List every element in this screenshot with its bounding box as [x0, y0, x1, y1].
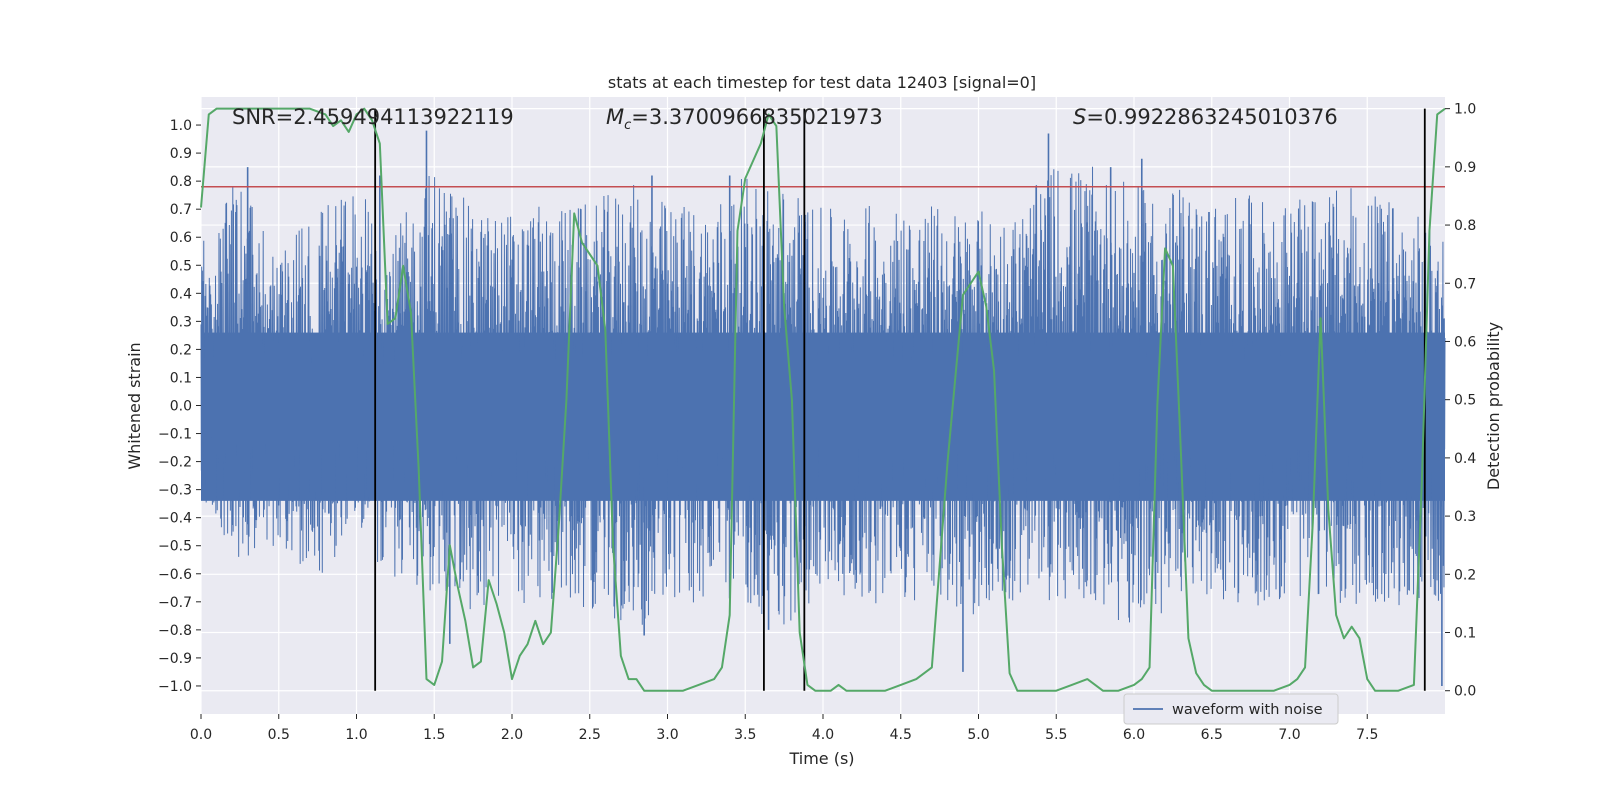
y-right-tick-label: 0.5 — [1454, 393, 1476, 409]
x-tick-label: 1.5 — [423, 727, 445, 743]
y-tick-label: 0.9 — [170, 146, 192, 162]
y-tick-label: 0.1 — [170, 370, 192, 386]
x-tick-label: 0.0 — [190, 727, 212, 743]
probability-line — [200, 107, 1446, 692]
x-tick-label: 0.5 — [268, 727, 290, 743]
y-tick-label: −0.8 — [158, 623, 192, 639]
y-tick-label: 0.6 — [170, 230, 192, 246]
x-tick-label: 4.5 — [890, 727, 912, 743]
y-right-tick-label: 0.1 — [1454, 626, 1476, 642]
y-tick-label: 0.8 — [170, 174, 192, 190]
left-axis: 1.0 0.9 0.8 0.7 0.6 0.5 0.4 0.3 0.2 0.1 0.0 −0.1 −0.… — [158, 118, 201, 695]
s-annotation: S=0.9922863245010376 — [1073, 105, 1338, 129]
x-tick-label: 6.5 — [1201, 727, 1223, 743]
y-tick-label: 0.0 — [170, 399, 192, 415]
x-tick-label: 4.0 — [812, 727, 834, 743]
x-tick-label: 3.0 — [656, 727, 678, 743]
x-tick-label: 2.0 — [501, 727, 523, 743]
chirp-mass-annotation: Mc=3.3700966835021973 — [606, 105, 883, 133]
y-tick-label: −0.9 — [158, 651, 192, 667]
y-tick-label: −0.2 — [158, 455, 192, 471]
y-tick-label: 0.4 — [170, 286, 192, 302]
x-tick-label: 7.5 — [1356, 727, 1378, 743]
y-right-tick-label: 0.8 — [1454, 218, 1476, 234]
y-tick-label: 0.7 — [170, 202, 192, 218]
y-right-tick-label: 1.0 — [1454, 102, 1476, 118]
y-tick-label: −1.0 — [158, 679, 192, 695]
s-symbol: S — [1073, 105, 1086, 129]
right-axis: 1.0 0.9 0.8 0.7 0.6 0.5 0.4 0.3 0.2 0.1 0.0 — [1445, 102, 1476, 700]
s-value: =0.9922863245010376 — [1086, 105, 1337, 129]
waveform-line — [200, 166, 1446, 625]
probability-series — [200, 107, 1446, 692]
x-tick-label: 1.0 — [345, 727, 367, 743]
mc-value: =3.3700966835021973 — [631, 105, 882, 129]
x-axis-label: Time (s) — [788, 749, 854, 768]
y-right-tick-label: 0.7 — [1454, 276, 1476, 292]
mc-symbol: M — [606, 105, 624, 129]
y-tick-label: −0.6 — [158, 567, 192, 583]
waveform-series — [200, 130, 1446, 686]
y-tick-label: −0.7 — [158, 595, 192, 611]
y-right-tick-label: 0.4 — [1454, 451, 1476, 467]
legend: waveform with noise — [1123, 693, 1339, 725]
y-right-tick-label: 0.3 — [1454, 509, 1476, 525]
y-axis-right-label: Detection probability — [1484, 322, 1503, 490]
y-tick-label: 0.3 — [170, 314, 192, 330]
y-right-tick-label: 0.6 — [1454, 334, 1476, 350]
x-tick-label: 5.0 — [967, 727, 989, 743]
y-tick-label: −0.3 — [158, 483, 192, 499]
y-tick-label: 0.2 — [170, 342, 192, 358]
y-right-tick-label: 0.9 — [1454, 160, 1476, 176]
mc-subscript: c — [624, 118, 631, 133]
x-tick-label: 3.5 — [734, 727, 756, 743]
y-tick-label: −0.1 — [158, 427, 192, 443]
y-right-tick-label: 0.2 — [1454, 567, 1476, 583]
snr-annotation: SNR=2.459494113922119 — [232, 105, 514, 129]
y-tick-label: 0.5 — [170, 258, 192, 274]
y-tick-label: 1.0 — [170, 118, 192, 134]
x-tick-label: 5.5 — [1045, 727, 1067, 743]
x-tick-label: 2.5 — [579, 727, 601, 743]
y-tick-label: −0.4 — [158, 511, 192, 527]
y-tick-label: −0.5 — [158, 539, 192, 555]
y-right-tick-label: 0.0 — [1454, 684, 1476, 700]
y-axis-label: Whitened strain — [125, 342, 144, 469]
x-tick-label: 6.0 — [1123, 727, 1145, 743]
legend-label: waveform with noise — [1172, 702, 1323, 718]
legend-box — [1123, 693, 1339, 725]
chart-title: stats at each timestep for test data 124… — [608, 73, 1036, 92]
x-tick-label: 7.0 — [1278, 727, 1300, 743]
